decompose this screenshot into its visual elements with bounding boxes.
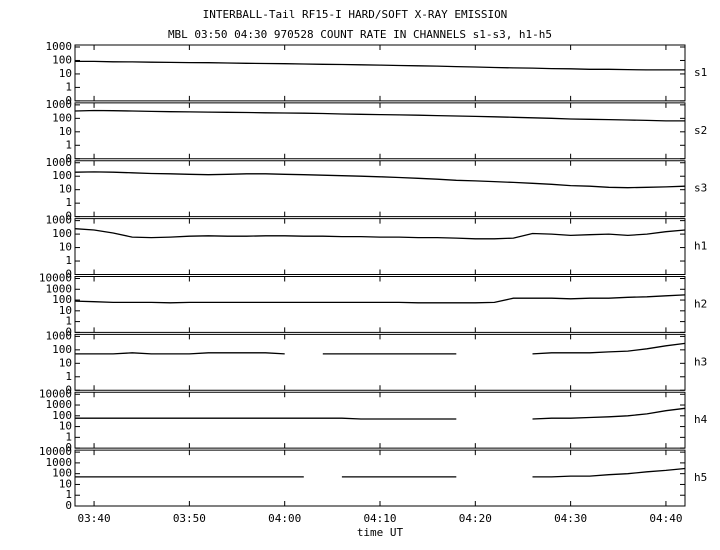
y-tick-label: 10000 <box>39 445 72 458</box>
x-tick-label: 03:40 <box>78 512 111 525</box>
channel-label: s3 <box>694 182 707 195</box>
y-tick-label: 10 <box>59 477 72 490</box>
chart-title: INTERBALL-Tail RF15-I HARD/SOFT X-RAY EM… <box>203 8 508 21</box>
y-tick-label: 1000 <box>46 40 73 53</box>
y-tick-label: 10 <box>59 420 72 433</box>
y-tick-label: 100 <box>52 467 72 480</box>
data-line <box>75 60 685 71</box>
y-tick-label: 10 <box>59 125 72 138</box>
y-tick-label: 1 <box>65 254 72 267</box>
y-tick-label: 100 <box>52 111 72 124</box>
channel-label: h2 <box>694 297 707 310</box>
y-tick-label: 0 <box>65 152 72 165</box>
y-tick-label: 1000 <box>46 214 73 227</box>
y-tick-label: 100 <box>52 343 72 356</box>
data-line <box>74 171 686 189</box>
y-tick-label: 100 <box>52 227 72 240</box>
y-tick-label: 0 <box>65 325 72 338</box>
x-tick-label: 04:40 <box>649 512 682 525</box>
y-tick-label: 0 <box>65 94 72 107</box>
data-line <box>75 407 686 420</box>
y-tick-label: 1 <box>65 80 72 93</box>
x-tick-label: 03:50 <box>173 512 206 525</box>
y-tick-label: 10 <box>59 241 72 254</box>
y-tick-label: 10 <box>59 304 72 317</box>
y-tick-label: 100 <box>52 293 72 306</box>
y-tick-label: 0 <box>65 210 72 223</box>
data-line <box>74 228 686 240</box>
x-tick-label: 04:20 <box>459 512 492 525</box>
y-tick-label: 0 <box>65 441 72 454</box>
y-tick-label: 10000 <box>39 272 72 285</box>
y-tick-label: 0 <box>65 499 72 512</box>
y-tick-label: 1000 <box>46 156 73 169</box>
y-tick-label: 1 <box>65 196 72 209</box>
y-tick-label: 100 <box>52 169 72 182</box>
y-tick-label: 0 <box>65 268 72 281</box>
y-tick-label: 1 <box>65 138 72 151</box>
data-line <box>75 342 686 355</box>
x-tick-label: 04:10 <box>363 512 396 525</box>
y-tick-label: 1 <box>65 370 72 383</box>
y-tick-label: 1000 <box>46 398 73 411</box>
chart-subtitle: MBL 03:50 04:30 970528 COUNT RATE IN CHA… <box>168 28 552 41</box>
x-tick-label: 04:30 <box>554 512 587 525</box>
y-tick-label: 100 <box>52 409 72 422</box>
y-tick-label: 1000 <box>46 282 73 295</box>
data-line <box>75 467 686 478</box>
y-tick-label: 1 <box>65 430 72 443</box>
y-tick-label: 10 <box>59 356 72 369</box>
y-tick-label: 1 <box>65 315 72 328</box>
y-tick-label: 1000 <box>46 456 73 469</box>
channel-label: s1 <box>694 66 707 79</box>
x-tick-label: 04:00 <box>268 512 301 525</box>
y-tick-label: 10 <box>59 67 72 80</box>
data-line <box>74 294 686 304</box>
y-tick-label: 1000 <box>46 98 73 111</box>
y-tick-label: 0 <box>65 383 72 396</box>
y-tick-label: 1 <box>65 488 72 501</box>
x-axis-label: time UT <box>357 526 404 539</box>
channel-label: h3 <box>694 355 707 368</box>
y-tick-label: 1000 <box>46 329 73 342</box>
channel-label: s2 <box>694 124 707 137</box>
y-tick-label: 10000 <box>39 387 72 400</box>
y-tick-label: 10 <box>59 183 72 196</box>
data-line <box>74 109 685 122</box>
y-tick-label: 100 <box>52 53 72 66</box>
channel-label: h4 <box>694 413 708 426</box>
channel-label: h1 <box>694 240 707 253</box>
channel-label: h5 <box>694 471 707 484</box>
